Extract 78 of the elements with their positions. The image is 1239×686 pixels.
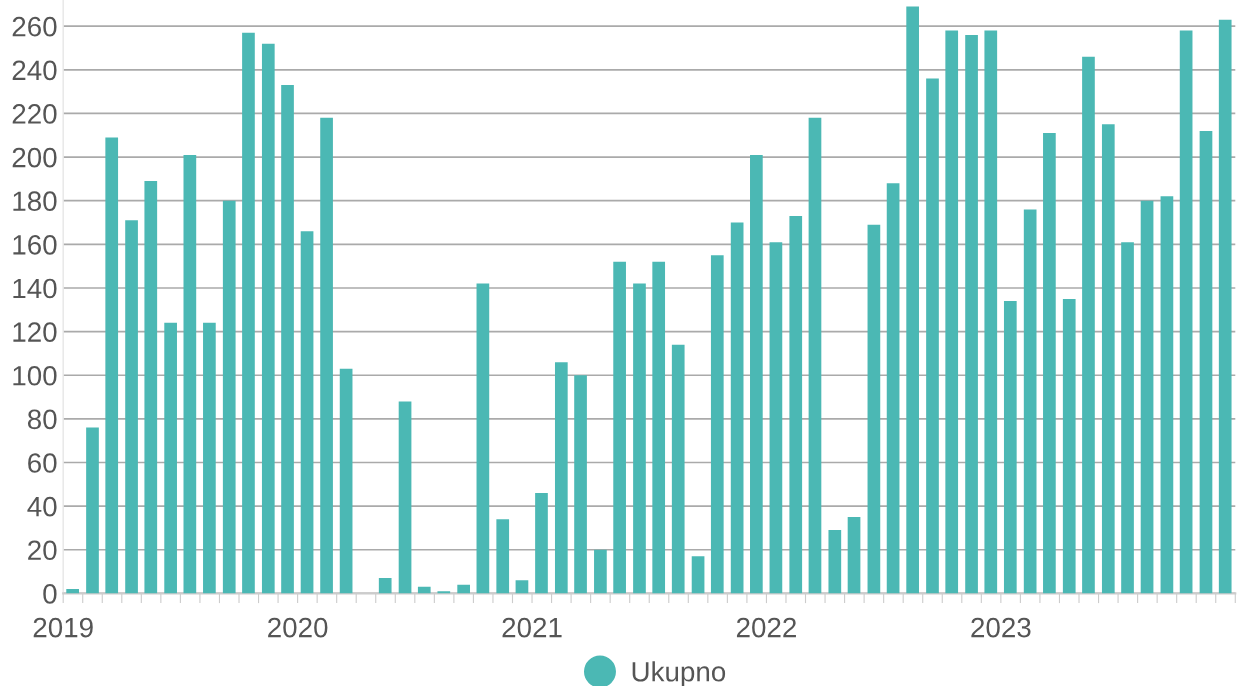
bar: [242, 32, 255, 594]
bar: [867, 224, 881, 594]
bar: [847, 517, 861, 594]
y-tick-label: 180: [13, 191, 57, 212]
y-tick-label: 160: [13, 235, 57, 255]
bar: [457, 584, 470, 594]
bar: [574, 375, 587, 594]
bar: [1179, 30, 1193, 594]
bar: [1082, 56, 1095, 594]
bar: [535, 493, 548, 594]
bar: [320, 117, 333, 594]
bar: [1003, 301, 1017, 594]
bar: [691, 556, 705, 594]
bar: [554, 362, 568, 594]
bar: [808, 117, 822, 594]
bar: [66, 589, 79, 594]
bar: [1062, 298, 1076, 594]
bar: [144, 181, 158, 594]
bar: [1101, 124, 1115, 594]
y-tick-label: 100: [13, 365, 57, 386]
y-tick-label: 260: [12, 16, 57, 37]
x-tick-label: 2019: [33, 617, 93, 638]
bar: [886, 183, 900, 594]
bar: [1218, 19, 1232, 594]
y-tick-label: 0: [43, 584, 57, 604]
bar: [750, 154, 763, 594]
bar: [926, 78, 939, 594]
bar: [828, 530, 842, 594]
bar: [984, 30, 998, 594]
bar: [906, 6, 919, 594]
bar: [769, 242, 783, 594]
bar: [633, 283, 646, 594]
bar: [613, 261, 626, 594]
y-tick-label: 120: [13, 322, 57, 342]
y-tick-label: 20: [28, 540, 57, 561]
bar: [671, 344, 685, 594]
bar: [496, 519, 510, 594]
bar: [437, 591, 451, 594]
y-tick-label: 200: [12, 147, 57, 168]
bar: [965, 34, 978, 594]
bar: [417, 586, 431, 594]
bar: [1140, 200, 1154, 594]
bar: [652, 261, 666, 594]
y-tick-label: 140: [13, 278, 57, 299]
y-tick-label: 60: [28, 453, 57, 473]
bar: [398, 401, 412, 594]
bar: [222, 200, 236, 594]
bar: [789, 215, 803, 594]
bar: [183, 154, 197, 594]
bar: [1121, 242, 1134, 594]
x-tick-label: 2021: [502, 617, 562, 638]
bar: [300, 231, 314, 594]
bar: [125, 220, 138, 594]
bar: [378, 578, 392, 594]
y-tick-label: 220: [12, 104, 57, 124]
bar: [164, 322, 177, 594]
bar: [86, 427, 99, 594]
bar: [1043, 133, 1056, 594]
bar: [710, 255, 724, 594]
bar: [203, 322, 216, 594]
x-tick-label: 2020: [268, 617, 328, 638]
x-tick-label: 2022: [736, 617, 796, 638]
bar: [594, 549, 607, 594]
bar: [730, 222, 744, 594]
bar: [281, 85, 294, 594]
bar: [1199, 130, 1213, 594]
x-tick-label: 2023: [971, 617, 1031, 638]
bar: [1160, 196, 1174, 594]
bar: [476, 283, 490, 594]
bar: [945, 30, 959, 594]
bar: [261, 43, 275, 594]
bar: [515, 580, 529, 594]
y-tick-label: 240: [12, 60, 57, 81]
bar: [339, 368, 353, 594]
bar: [105, 137, 119, 594]
bar: [1023, 209, 1037, 594]
y-tick-label: 40: [27, 496, 57, 517]
y-tick-label: 80: [27, 409, 57, 430]
